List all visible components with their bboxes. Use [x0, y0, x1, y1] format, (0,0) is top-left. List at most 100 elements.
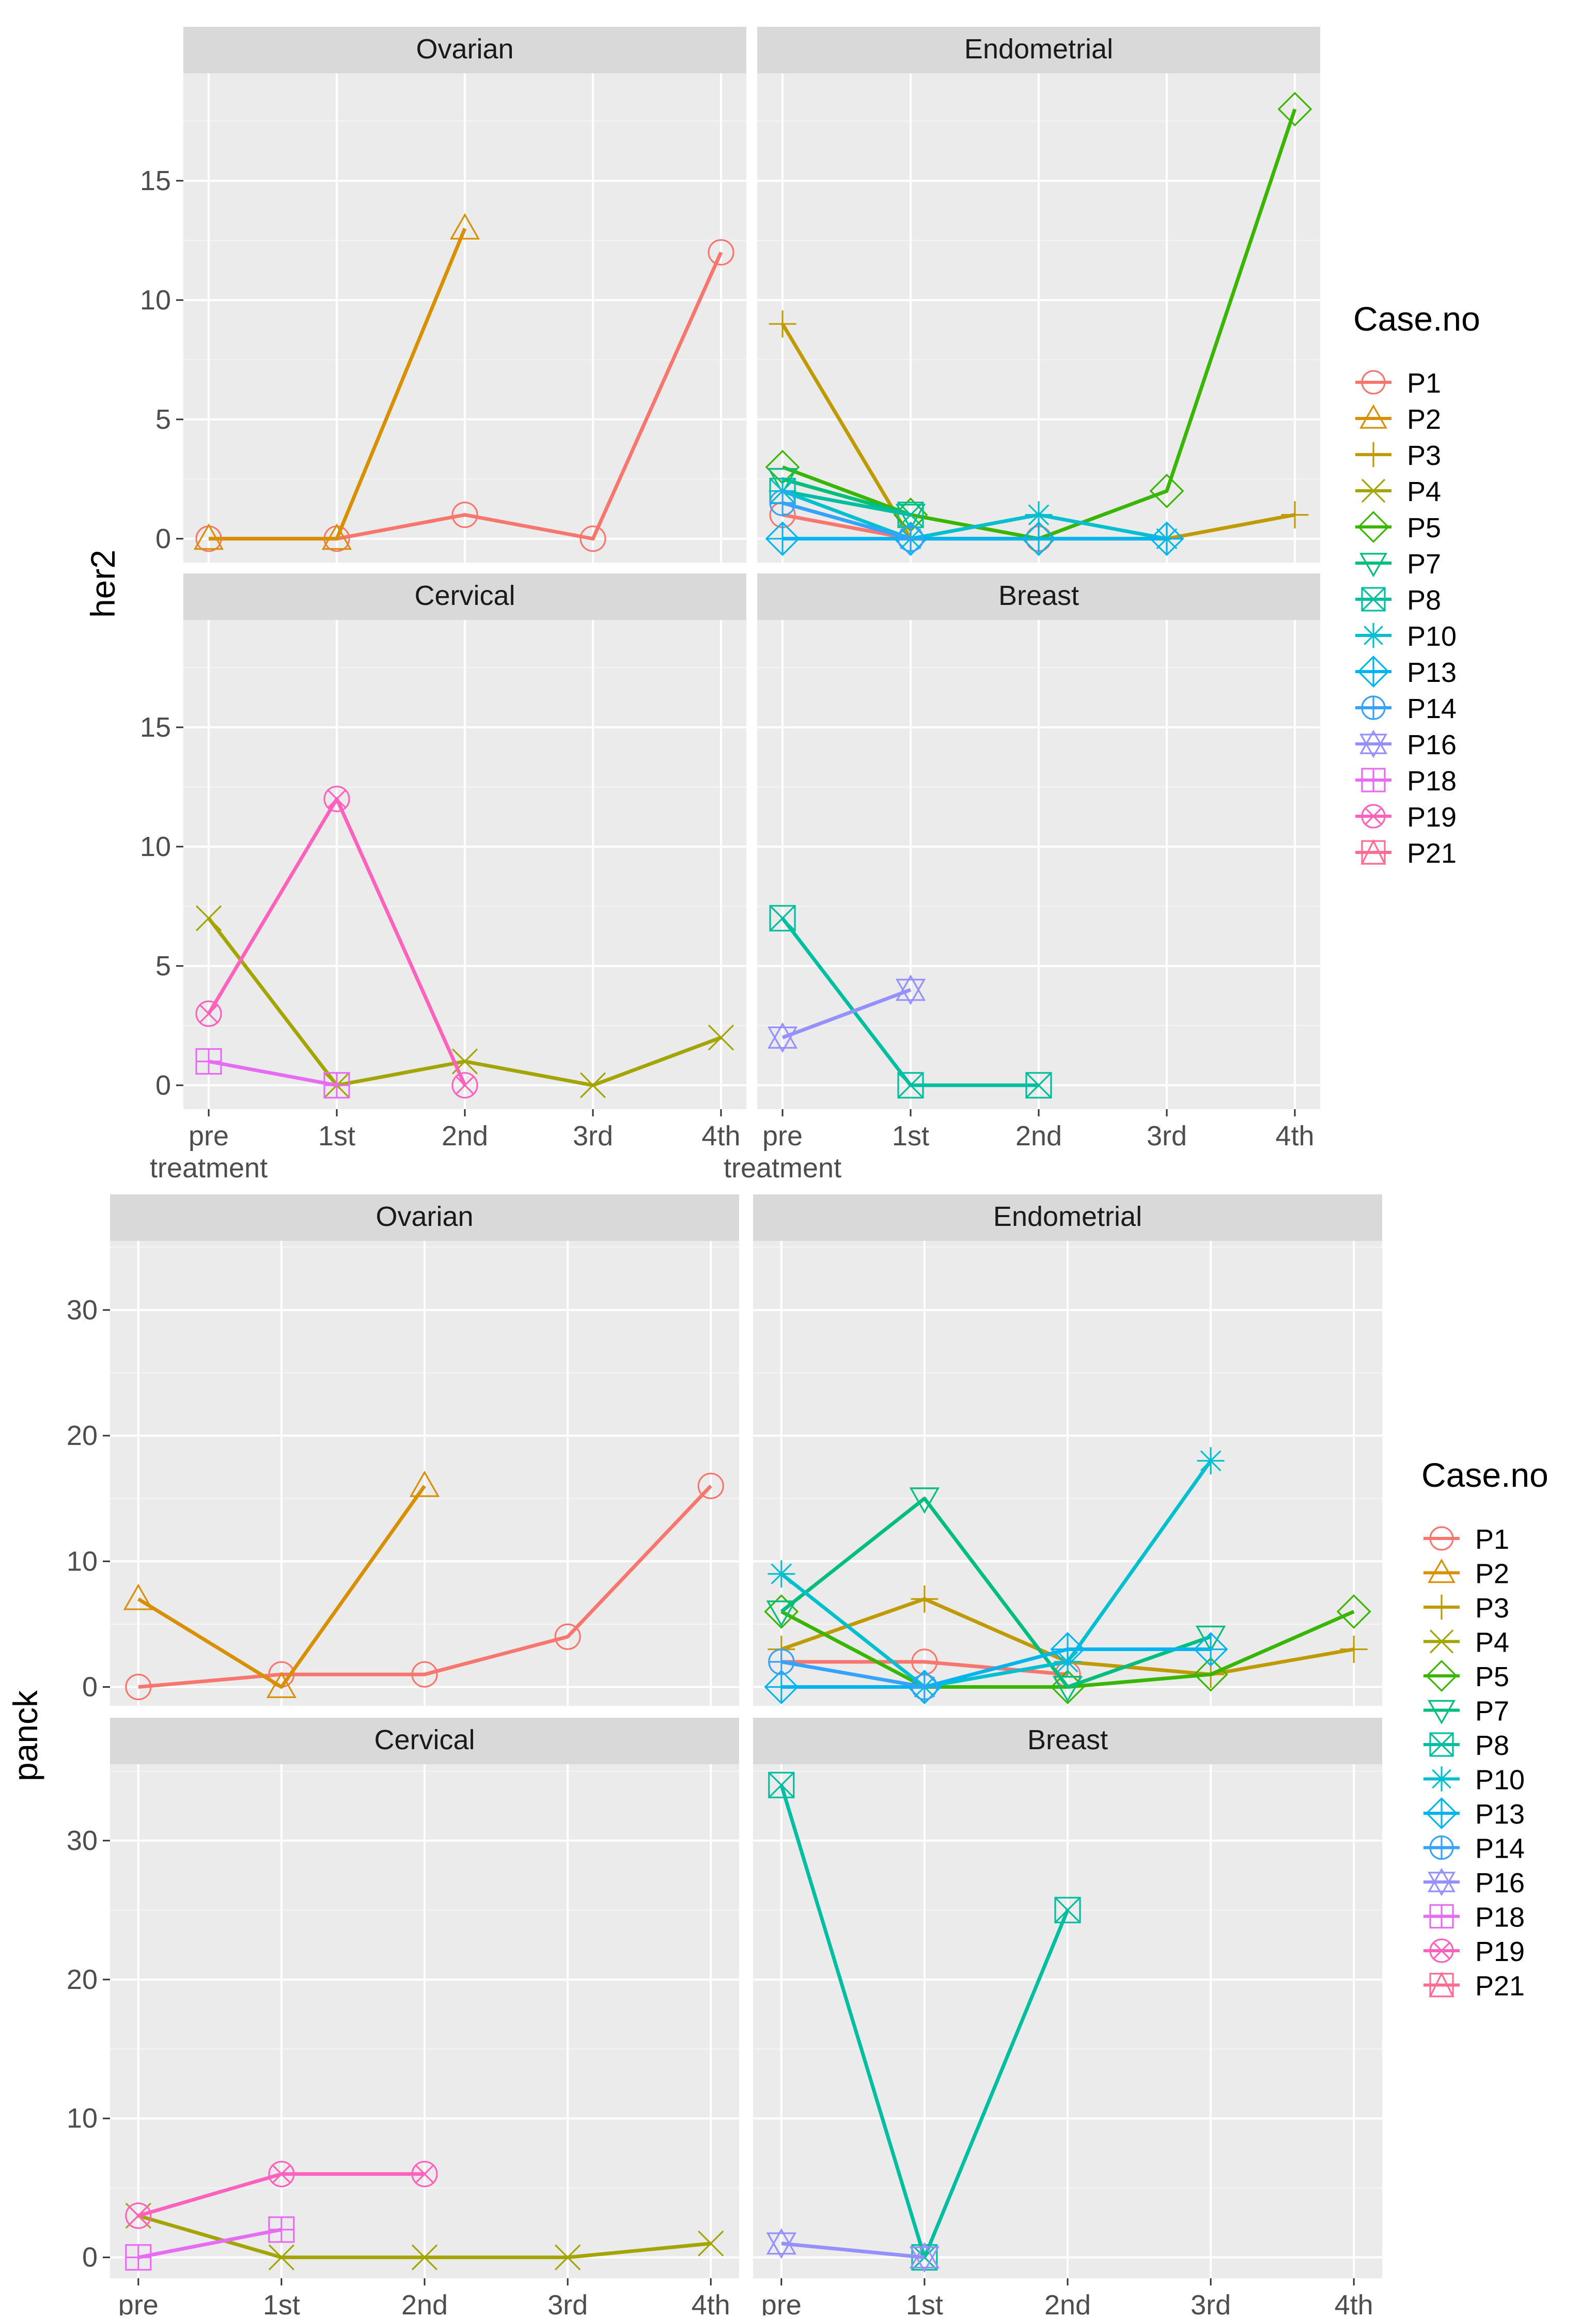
- series-p18: [195, 1048, 350, 1099]
- series-line: [208, 1060, 337, 1087]
- legend-item-p8: P8: [1423, 1730, 1509, 1761]
- legend-label: P19: [1407, 802, 1457, 833]
- data-point: [409, 1470, 440, 1497]
- marker-stroke: [895, 974, 926, 1001]
- facet-endometrial: Endometrial: [757, 27, 1320, 563]
- legend-label: P18: [1475, 1902, 1525, 1933]
- legend-item-p19: P19: [1423, 1936, 1525, 1967]
- legend-item-p21: P21: [1423, 1971, 1525, 2002]
- facet-title: Ovarian: [416, 34, 513, 65]
- data-point: [768, 1648, 795, 1675]
- marker-stroke: [411, 2160, 438, 2187]
- marker-stroke: [580, 525, 606, 552]
- data-point: [125, 1673, 152, 1701]
- marker-stroke: [268, 2244, 295, 2270]
- marker-stroke: [767, 1026, 798, 1053]
- legend-key-marker: [1361, 695, 1386, 720]
- marker-stroke: [268, 2160, 295, 2187]
- data-point: [451, 502, 478, 528]
- marker-stroke: [125, 2202, 152, 2229]
- legend-key-marker: [1428, 1559, 1456, 1583]
- y-tick-label: 0: [155, 523, 171, 554]
- data-point: [580, 525, 606, 552]
- data-point: [909, 1487, 940, 1514]
- y-tick-label: 5: [155, 951, 171, 982]
- series-p14: [768, 1648, 938, 1701]
- legend-item-p21: P21: [1355, 838, 1457, 869]
- data-point: [767, 1022, 798, 1053]
- marker-stroke: [1025, 1072, 1052, 1098]
- marker-stroke: [1359, 729, 1387, 754]
- data-point: [1050, 1632, 1085, 1667]
- data-point: [769, 905, 796, 932]
- series-p16: [767, 974, 926, 1053]
- y-tick-label: 10: [140, 831, 171, 862]
- legend-item-p10: P10: [1355, 621, 1457, 652]
- marker-stroke: [708, 239, 734, 266]
- marker-stroke: [766, 2228, 796, 2255]
- legend-item-p2: P2: [1423, 1559, 1509, 1590]
- facet-strip: [183, 27, 746, 73]
- marker-stroke: [1432, 1769, 1451, 1789]
- legend-item-p14: P14: [1423, 1833, 1525, 1864]
- facet-title: Cervical: [414, 580, 515, 611]
- x-tick-label: 4th: [692, 2290, 730, 2315]
- legend-key-marker: [1361, 587, 1386, 612]
- data-point: [764, 1670, 799, 1704]
- data-point: [125, 2202, 152, 2229]
- legend-label: P8: [1407, 585, 1441, 616]
- data-point: [897, 525, 924, 552]
- marker-stroke: [697, 1472, 724, 1499]
- legend-label: P7: [1407, 549, 1441, 580]
- series-p14: [769, 489, 924, 552]
- series-line: [137, 1485, 426, 1689]
- x-tick-label: 1st: [892, 1121, 929, 1152]
- legend-label: P14: [1475, 1833, 1525, 1864]
- x-tick-label: 3rd: [573, 1121, 613, 1152]
- series-line: [781, 988, 912, 1039]
- marker-stroke: [1361, 804, 1386, 829]
- legend-label: P10: [1407, 621, 1457, 652]
- data-point: [895, 974, 926, 1005]
- y-tick-label: 5: [155, 404, 171, 435]
- legend-key-marker: [1429, 1594, 1454, 1620]
- marker-stroke: [769, 905, 796, 932]
- marker-stroke: [1364, 626, 1383, 645]
- facet-ovarian: Ovarian 0 10 20 30: [67, 1194, 739, 1706]
- marker-stroke: [771, 1563, 792, 1584]
- marker-stroke: [1429, 1971, 1454, 1998]
- data-point: [125, 2244, 152, 2271]
- facet-strip: [753, 1194, 1382, 1241]
- legend-label: P16: [1475, 1868, 1525, 1899]
- data-point: [909, 2242, 940, 2273]
- data-point: [1277, 91, 1312, 127]
- y-tick-label: 15: [140, 165, 171, 196]
- legend-label: P8: [1475, 1730, 1509, 1761]
- data-point: [708, 1024, 734, 1051]
- marker-stroke: [1336, 1594, 1371, 1629]
- data-point: [1052, 1676, 1083, 1703]
- x-tick-label: pre: [189, 1121, 229, 1152]
- legend-key-marker: [1361, 478, 1386, 503]
- series-p7: [766, 1487, 1226, 1703]
- data-point: [554, 1623, 581, 1650]
- series-line: [782, 501, 911, 541]
- x-tick-label: 3rd: [1191, 2290, 1231, 2315]
- x-tick-label: 1st: [263, 2290, 300, 2315]
- legend-item-p3: P3: [1423, 1593, 1509, 1624]
- x-tick-label: 2nd: [1015, 1121, 1062, 1152]
- marker-stroke: [1361, 478, 1386, 503]
- data-point: [123, 1583, 153, 1610]
- legend-key-marker: [1360, 623, 1386, 648]
- series-line: [782, 489, 911, 517]
- legend-item-p3: P3: [1355, 440, 1441, 471]
- facet-strip: [757, 573, 1320, 620]
- marker-stroke: [451, 1072, 478, 1099]
- y-tick-label: 10: [67, 2103, 98, 2134]
- facet-title: Endometrial: [993, 1201, 1142, 1232]
- marker-stroke: [1429, 1732, 1454, 1757]
